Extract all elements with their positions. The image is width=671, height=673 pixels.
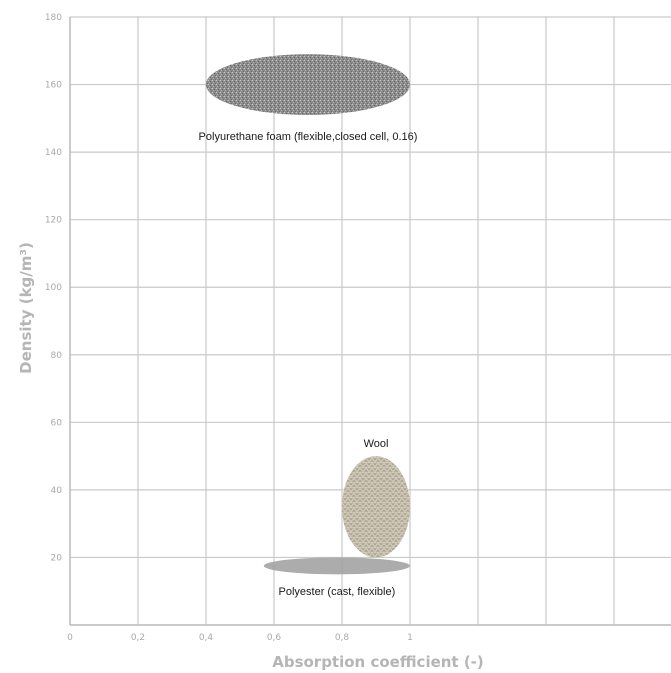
x-tick-label: 0 bbox=[67, 633, 73, 643]
region-label-polyurethane: Polyurethane foam (flexible,closed cell,… bbox=[199, 131, 418, 143]
region-label-polyester: Polyester (cast, flexible) bbox=[279, 586, 396, 598]
region-label-wool: Wool bbox=[364, 438, 389, 450]
region-labels: Polyurethane foam (flexible,closed cell,… bbox=[199, 131, 418, 598]
axes bbox=[69, 17, 671, 626]
x-tick-label: 1 bbox=[407, 633, 413, 643]
y-tick-label: 20 bbox=[51, 553, 63, 563]
x-tick-label: 0,8 bbox=[335, 633, 350, 643]
y-tick-label: 160 bbox=[45, 81, 62, 91]
region-wool bbox=[342, 456, 410, 558]
y-axis-title: Density (kg/m³) bbox=[17, 242, 35, 374]
x-axis-title: Absorption coefficient (-) bbox=[272, 653, 484, 671]
y-tick-label: 60 bbox=[51, 418, 63, 428]
x-tick-label: 0,6 bbox=[267, 633, 282, 643]
y-tick-label: 180 bbox=[45, 13, 62, 23]
x-tick-labels: 0 0,2 0,4 0,6 0,8 1 bbox=[67, 633, 413, 643]
region-polyester bbox=[263, 557, 410, 575]
y-tick-labels: 20 40 60 80 100 120 140 160 180 bbox=[45, 13, 62, 563]
x-tick-label: 0,4 bbox=[199, 633, 214, 643]
y-tick-label: 40 bbox=[51, 486, 63, 496]
y-tick-label: 140 bbox=[45, 148, 62, 158]
region-polyurethane bbox=[206, 54, 410, 115]
y-tick-label: 100 bbox=[45, 283, 62, 293]
x-tick-label: 0,2 bbox=[131, 633, 145, 643]
y-tick-label: 80 bbox=[51, 351, 63, 361]
y-tick-label: 120 bbox=[45, 216, 62, 226]
material-regions bbox=[206, 54, 410, 575]
